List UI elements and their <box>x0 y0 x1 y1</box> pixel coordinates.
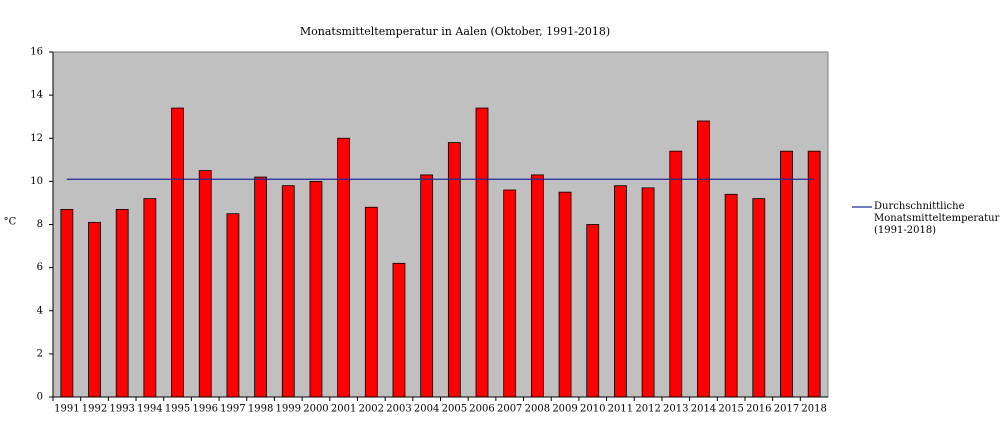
bar <box>807 150 821 398</box>
y-tick-label: 16 <box>30 47 43 58</box>
bar <box>530 174 544 398</box>
bar <box>475 107 489 398</box>
x-tick-label: 1993 <box>109 404 134 415</box>
x-tick-label: 2012 <box>635 404 660 415</box>
x-tick-label: 2014 <box>691 404 716 415</box>
x-tick-label: 1999 <box>276 404 301 415</box>
x-tick-label: 1996 <box>193 404 218 415</box>
x-tick-label: 1994 <box>137 404 162 415</box>
x-tick-label: 2004 <box>414 404 439 415</box>
y-axis-label: °C <box>4 217 17 228</box>
x-tick-label: 2017 <box>774 404 799 415</box>
bar <box>226 213 240 398</box>
bar <box>614 185 627 398</box>
x-tick-label: 2001 <box>331 404 356 415</box>
bar <box>641 187 655 398</box>
bar <box>171 107 184 398</box>
y-tick-label: 14 <box>30 90 43 101</box>
bar <box>752 198 766 398</box>
bar <box>780 150 793 398</box>
bar <box>503 189 517 398</box>
bar <box>115 209 129 398</box>
bar <box>724 193 738 398</box>
bar <box>281 185 295 398</box>
x-tick-label: 2011 <box>608 404 633 415</box>
y-tick-label: 2 <box>37 348 43 359</box>
x-tick-label: 2013 <box>663 404 688 415</box>
bar <box>364 206 378 398</box>
x-tick-label: 2000 <box>303 404 328 415</box>
x-tick-label: 2005 <box>442 404 467 415</box>
x-tick-label: 2009 <box>552 404 577 415</box>
x-tick-label: 1991 <box>54 404 79 415</box>
x-tick-label: 2010 <box>580 404 605 415</box>
bar <box>420 174 434 398</box>
y-tick-label: 10 <box>30 176 43 187</box>
bar <box>337 137 351 398</box>
plot-area <box>52 51 829 398</box>
bar <box>586 224 600 398</box>
y-tick-label: 6 <box>37 262 43 273</box>
bar <box>558 191 572 398</box>
bar <box>143 198 157 398</box>
x-tick-label: 1992 <box>82 404 107 415</box>
bar <box>697 120 710 398</box>
bar <box>392 262 406 398</box>
x-tick-label: 1998 <box>248 404 273 415</box>
x-tick-label: 2016 <box>746 404 771 415</box>
y-tick-label: 8 <box>37 219 43 230</box>
bar <box>88 221 101 398</box>
x-tick-label: 2018 <box>801 404 826 415</box>
x-tick-label: 2003 <box>386 404 411 415</box>
x-tick-label: 2006 <box>469 404 494 415</box>
y-tick-label: 0 <box>37 392 43 403</box>
y-tick-label: 4 <box>37 305 43 316</box>
legend-label: Durchschnittliche Monatsmitteltemperatur… <box>874 201 1000 236</box>
bar <box>254 176 267 398</box>
bar <box>669 150 683 398</box>
x-tick-label: 2008 <box>525 404 550 415</box>
bar <box>60 209 74 398</box>
bar <box>198 170 212 398</box>
bar <box>447 142 461 398</box>
bar <box>309 180 323 398</box>
x-tick-label: 1997 <box>220 404 245 415</box>
x-tick-label: 2015 <box>718 404 743 415</box>
y-tick-label: 12 <box>30 133 43 144</box>
x-tick-label: 2002 <box>359 404 384 415</box>
chart-title: Monatsmitteltemperatur in Aalen (Oktober… <box>300 25 610 38</box>
x-tick-label: 2007 <box>497 404 522 415</box>
x-tick-label: 1995 <box>165 404 190 415</box>
